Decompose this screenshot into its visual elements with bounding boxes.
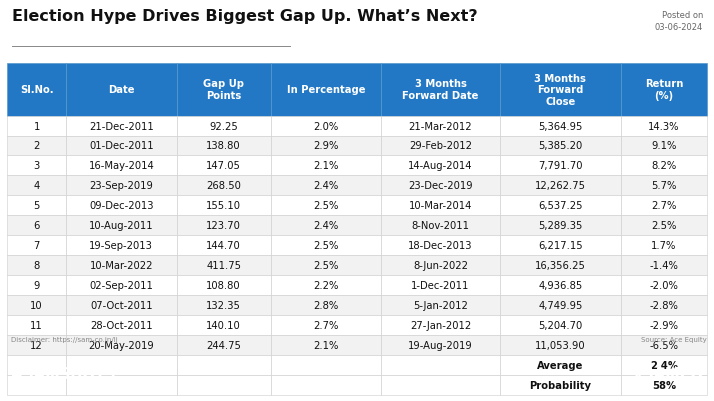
Text: Source: Ace Equity: Source: Ace Equity (641, 336, 707, 342)
Text: Posted on
03-06-2024: Posted on 03-06-2024 (655, 11, 703, 32)
Text: ×SAMCO: ×SAMCO (631, 367, 703, 381)
Text: Election Hype Drives Biggest Gap Up. What’s Next?: Election Hype Drives Biggest Gap Up. Wha… (12, 9, 478, 24)
Text: Disclaimer: https://sam-co.in/lj: Disclaimer: https://sam-co.in/lj (11, 336, 118, 342)
Text: #SAMSHOTS: #SAMSHOTS (11, 367, 116, 381)
